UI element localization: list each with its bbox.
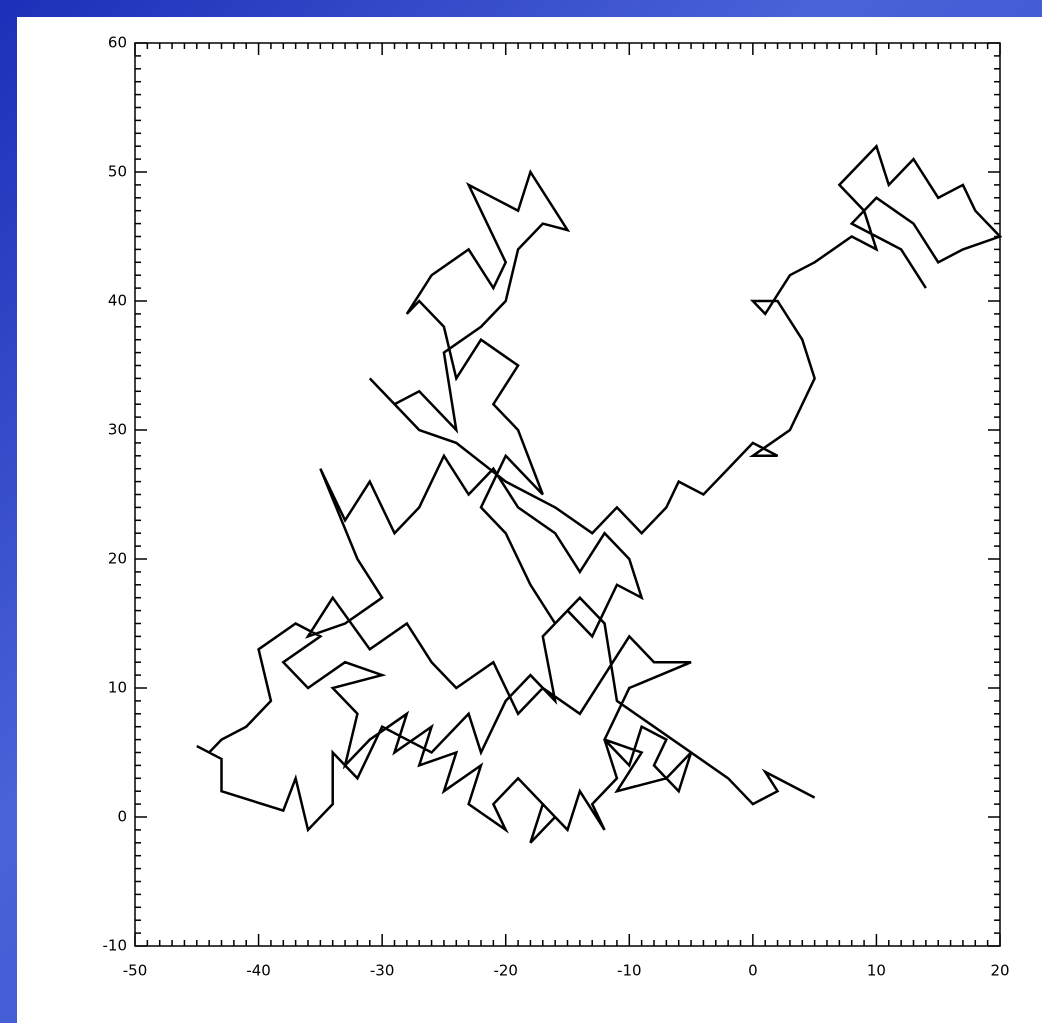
x-tick-label: -10 <box>617 962 642 980</box>
plot-frame <box>134 42 1001 947</box>
x-tick-label: 10 <box>867 962 886 980</box>
y-tick-label: 60 <box>108 34 127 52</box>
y-tick-label: 10 <box>108 679 127 697</box>
x-tick-label: 0 <box>748 962 758 980</box>
x-tick-label: -40 <box>246 962 271 980</box>
y-tick-label: 50 <box>108 163 127 181</box>
panel <box>17 17 1042 1023</box>
x-tick-label: -30 <box>370 962 395 980</box>
x-tick-label: 20 <box>990 962 1009 980</box>
y-tick-label: -10 <box>103 937 128 955</box>
y-tick-label: 0 <box>117 808 127 826</box>
walk-line <box>196 143 1003 844</box>
x-tick-label: -50 <box>123 962 148 980</box>
y-tick-label: 30 <box>108 421 127 439</box>
x-tick-label: -20 <box>493 962 518 980</box>
y-tick-label: 40 <box>108 292 127 310</box>
y-tick-label: 20 <box>108 550 127 568</box>
